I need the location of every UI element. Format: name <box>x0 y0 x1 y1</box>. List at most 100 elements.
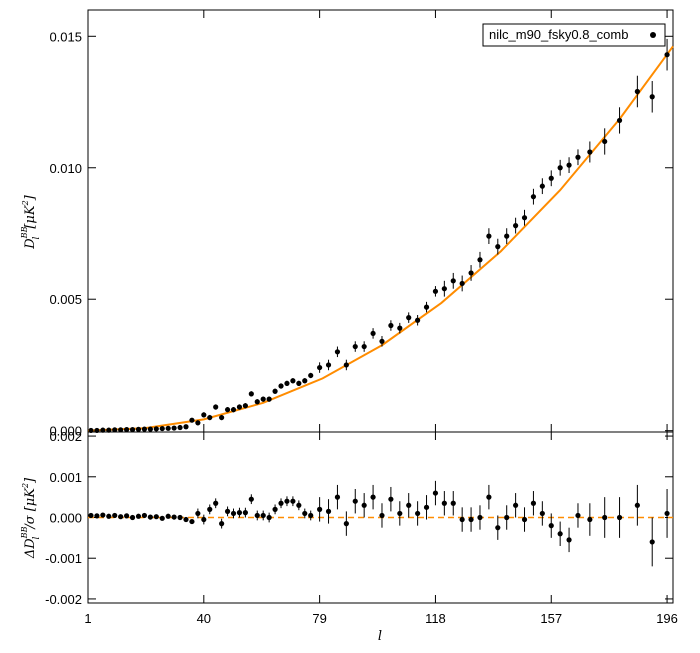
y-axis-label: DBB l [μK2] <box>20 194 42 249</box>
data-point <box>477 514 483 521</box>
data-point <box>664 52 670 58</box>
data-point <box>147 426 153 432</box>
y-tick-label: 0.002 <box>49 429 82 444</box>
data-point <box>153 514 159 520</box>
data-point <box>135 426 142 432</box>
data-point <box>575 154 581 160</box>
y-label-part: 2 <box>21 200 30 206</box>
data-point <box>495 244 501 250</box>
data-point <box>112 427 118 433</box>
data-point <box>106 513 112 519</box>
data-point <box>308 512 314 519</box>
data-point <box>521 516 528 523</box>
data-point <box>504 514 510 521</box>
y-tick-label: 0.000 <box>49 511 82 526</box>
data-point <box>242 510 248 516</box>
data-point <box>486 494 492 500</box>
data-point <box>165 513 171 519</box>
data-point <box>153 426 159 432</box>
data-point <box>587 149 593 155</box>
data-point <box>361 343 367 350</box>
data-point <box>171 514 177 520</box>
data-point <box>566 537 572 543</box>
data-point <box>100 512 106 518</box>
data-point <box>415 510 421 517</box>
data-point <box>548 523 554 529</box>
data-point <box>242 403 248 409</box>
data-point <box>664 510 670 517</box>
legend-marker <box>650 32 656 38</box>
data-point <box>513 502 519 508</box>
data-point <box>100 427 106 433</box>
data-point <box>177 424 183 431</box>
data-point <box>118 427 124 433</box>
y-label-part: l <box>32 237 42 240</box>
data-point <box>468 516 474 523</box>
data-point <box>260 396 266 402</box>
data-point <box>530 194 537 200</box>
data-point <box>539 183 545 189</box>
data-point <box>388 322 394 329</box>
data-point <box>207 414 213 421</box>
data-point <box>129 514 136 521</box>
data-point <box>415 317 421 323</box>
data-point <box>124 427 130 433</box>
data-point <box>278 383 284 389</box>
data-point <box>539 510 545 517</box>
data-point <box>302 510 308 517</box>
data-point <box>189 417 195 423</box>
data-point <box>88 512 94 519</box>
data-point <box>290 378 296 384</box>
data-point <box>224 407 231 413</box>
legend-label: nilc_m90_fsky0.8_comb <box>489 27 628 42</box>
data-point <box>361 502 367 508</box>
data-point <box>284 498 290 504</box>
data-point <box>616 514 623 521</box>
y-tick-label: 0.015 <box>49 29 82 44</box>
data-point <box>513 223 519 229</box>
data-point <box>521 215 528 221</box>
data-point <box>343 362 349 368</box>
data-point <box>370 330 376 337</box>
y-label-part: ] <box>23 477 38 484</box>
data-point <box>236 510 243 516</box>
data-point <box>634 88 640 95</box>
data-point <box>147 514 153 520</box>
data-point <box>230 510 237 517</box>
data-point <box>183 424 189 430</box>
data-point <box>432 288 439 294</box>
y-label-part: BB <box>20 226 29 239</box>
data-point <box>248 391 254 397</box>
data-point <box>343 521 349 527</box>
data-point <box>649 539 655 545</box>
data-point <box>254 399 260 405</box>
y-tick-label: 0.001 <box>49 470 82 485</box>
data-point <box>106 427 112 433</box>
x-tick-label: 40 <box>197 611 211 626</box>
data-point <box>260 512 266 519</box>
y-axis-label: ΔDBB l/σ [μK2] <box>20 477 42 559</box>
y-tick-label: 0.000 <box>49 424 82 439</box>
data-point <box>201 516 207 523</box>
data-point <box>352 498 358 504</box>
y-tick-label: 0.010 <box>49 161 82 176</box>
data-point <box>94 513 100 519</box>
data-point <box>450 500 456 506</box>
data-point <box>118 514 124 520</box>
y-label-part: l <box>32 537 42 540</box>
data-point <box>504 233 510 239</box>
data-point <box>308 372 314 379</box>
data-point <box>441 500 447 506</box>
data-point <box>566 162 572 168</box>
data-point <box>325 362 332 368</box>
y-label-part: ΔD <box>23 538 38 559</box>
data-point <box>317 506 323 512</box>
data-point <box>296 380 302 386</box>
x-tick-label: 196 <box>656 611 678 626</box>
data-point <box>254 512 260 519</box>
data-point <box>379 512 385 519</box>
data-point <box>159 515 165 521</box>
data-point <box>272 388 278 394</box>
x-tick-label: 157 <box>540 611 562 626</box>
